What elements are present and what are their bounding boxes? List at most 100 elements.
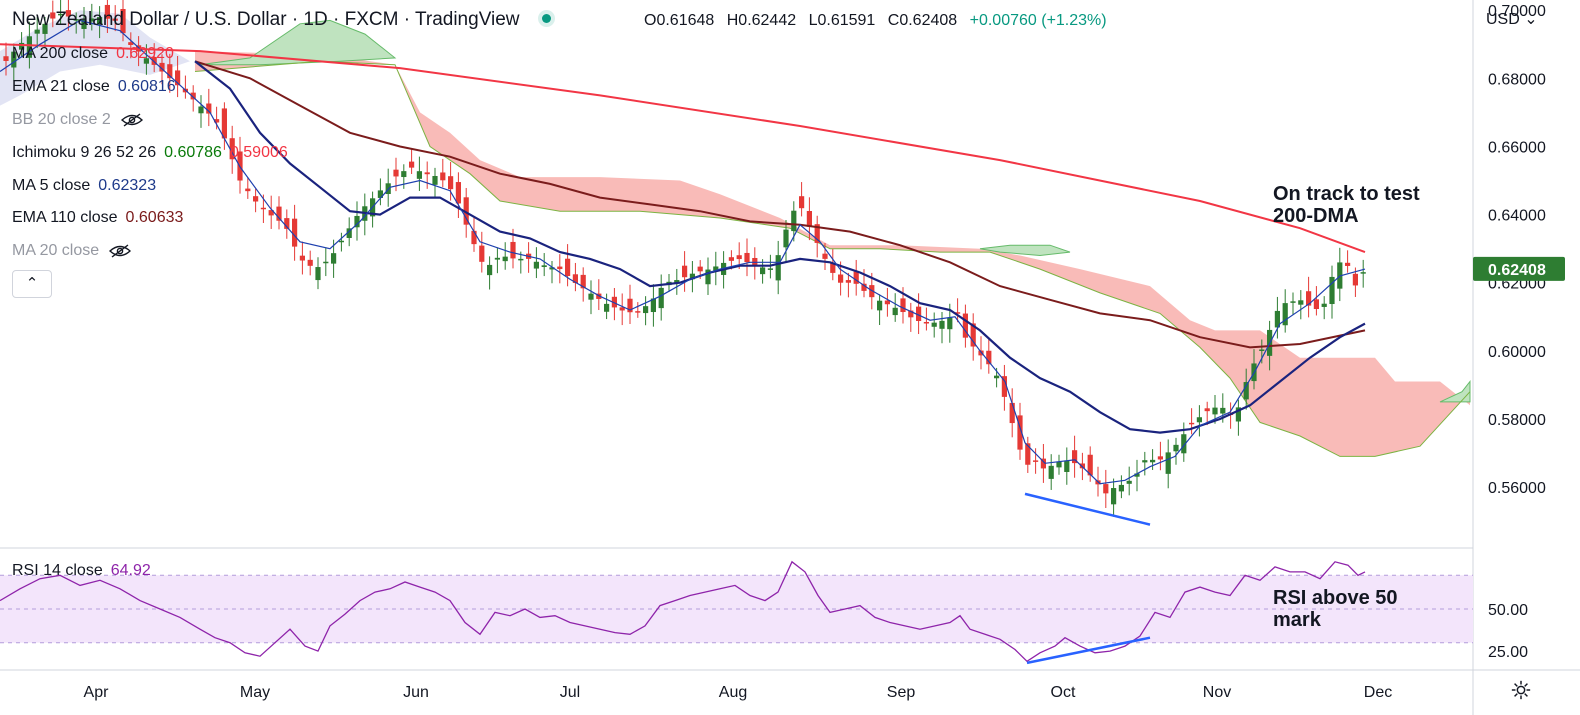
candle-body [112, 18, 118, 21]
legend-row[interactable]: EMA 21 close 0.60816 [12, 78, 176, 96]
candle-body [572, 274, 578, 283]
candle-body [908, 310, 914, 318]
candle-body [89, 18, 95, 22]
candle-body [455, 182, 461, 204]
ohlc-close: C0.62408 [887, 12, 958, 29]
candle-body [713, 266, 719, 271]
hidden-eye-icon[interactable] [109, 244, 132, 258]
gear-icon[interactable] [1510, 679, 1532, 701]
rsi-line [0, 560, 1366, 663]
price-tick-label: 0.68000 [1488, 71, 1546, 88]
ohlc-low: L0.61591 [808, 12, 876, 29]
candle-body [315, 267, 321, 281]
candle-body [494, 257, 500, 260]
candle-body [284, 218, 290, 229]
candle-body [307, 259, 313, 266]
price-annotation: On track to test 200-DMA [1273, 183, 1420, 227]
legend-value: 0.62323 [98, 177, 157, 194]
candle-body [471, 230, 477, 245]
candle-body [401, 171, 407, 178]
candle-body [331, 253, 337, 264]
candle-body [1212, 407, 1218, 415]
candle-body [939, 320, 945, 329]
candle-body [1079, 463, 1085, 469]
rsi-tick-label: 25.00 [1488, 644, 1528, 661]
legend-label: MA 20 close [12, 242, 100, 259]
legend-value: 0.60816 [117, 78, 176, 95]
collapse-legend-button[interactable]: ⌃ [12, 270, 52, 298]
price-tick-label: 0.70000 [1488, 3, 1546, 20]
ma200-line [0, 43, 1366, 254]
price-tick-label: 0.56000 [1488, 480, 1546, 497]
candle-body [1298, 300, 1304, 305]
price-divergence-line [1024, 492, 1151, 526]
candle-body [253, 196, 259, 202]
candle-body [923, 321, 929, 324]
candle-body [518, 258, 524, 261]
candle-body [994, 375, 1000, 379]
candle-body [830, 263, 836, 273]
candle-body [1001, 376, 1007, 397]
candle-body [416, 171, 422, 179]
candle-body [167, 64, 173, 79]
candle-body [159, 62, 165, 72]
legend-label: MA 200 close [12, 45, 109, 62]
hidden-eye-icon[interactable] [120, 113, 143, 127]
ichimoku-cloud-bearish [195, 51, 1470, 457]
candle-body [791, 210, 797, 232]
candle-body [650, 298, 656, 313]
candle-body [1220, 407, 1226, 414]
candle-body [34, 29, 40, 34]
candle-body [1056, 461, 1062, 468]
legend-row[interactable]: MA 20 close [12, 242, 132, 260]
candle-body [1352, 273, 1358, 286]
candle-body [728, 257, 734, 261]
candle-body [853, 271, 859, 284]
candle-body [986, 350, 992, 365]
candle-body [206, 103, 212, 114]
legend-row[interactable]: Ichimoku 9 26 52 26 0.60786 0.59006 [12, 144, 288, 162]
legend-row[interactable]: EMA 110 close 0.60633 [12, 209, 183, 227]
rsi-divergence-line [1026, 636, 1151, 665]
legend-row[interactable]: BB 20 close 2 [12, 111, 143, 129]
candle-body [1173, 444, 1179, 452]
ohlc-readout: O0.61648 H0.62442 L0.61591 C0.62408 +0.0… [644, 12, 1115, 30]
candle-body [549, 267, 555, 270]
candle-body [377, 190, 383, 198]
candle-body [292, 218, 298, 247]
candle-body [1087, 454, 1093, 476]
symbol-title[interactable]: New Zealand Dollar / U.S. Dollar · 1D · … [12, 9, 520, 30]
candle-body [1165, 452, 1171, 474]
candle-body [900, 298, 906, 313]
rsi-legend[interactable]: RSI 14 close 64.92 [12, 562, 151, 580]
candle-body [346, 228, 352, 238]
candle-body [884, 300, 890, 305]
legend-row[interactable]: MA 200 close 0.62920 [12, 45, 174, 63]
candle-body [845, 280, 851, 283]
candle-body [268, 210, 274, 216]
legend-label: EMA 21 close [12, 78, 110, 95]
bollinger-band [0, 10, 190, 106]
candle-body [697, 266, 703, 272]
candle-body [1017, 415, 1023, 450]
currency-selector[interactable]: USD ⌄ [1486, 9, 1538, 29]
candle-body [643, 306, 649, 314]
candle-body [479, 245, 485, 262]
candle-body [19, 42, 25, 50]
rsi-tick-label: 50.00 [1488, 602, 1528, 619]
candle-body [50, 12, 56, 19]
ema21-line [194, 60, 1366, 434]
rsi-annotation: RSI above 50 mark [1273, 587, 1398, 631]
candle-body [1345, 262, 1351, 266]
legend-row[interactable]: MA 5 close 0.62323 [12, 177, 156, 195]
candle-body [1235, 407, 1241, 422]
market-status-dot [541, 14, 551, 24]
candle-body [1321, 303, 1327, 307]
candle-body [580, 274, 586, 289]
candle-body [541, 265, 547, 268]
candle-body [767, 268, 773, 270]
candle-body [736, 255, 742, 260]
candle-body [104, 4, 110, 19]
candle-body [611, 296, 617, 308]
